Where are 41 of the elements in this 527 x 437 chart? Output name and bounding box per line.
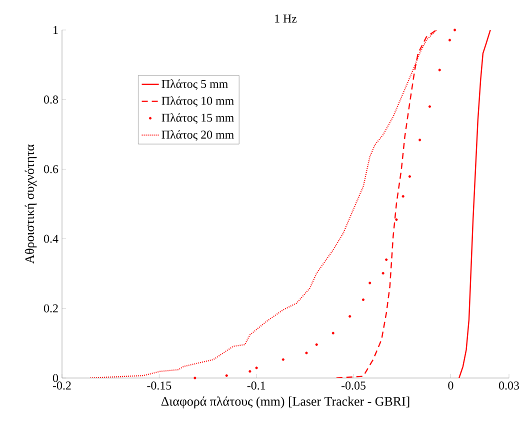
point bbox=[348, 315, 352, 318]
legend-label: Πλάτος 20 mm bbox=[162, 130, 234, 141]
point bbox=[402, 195, 404, 198]
point bbox=[453, 28, 456, 32]
point bbox=[408, 175, 411, 178]
y-axis-title: Αθροιστική συχνότητα bbox=[24, 144, 37, 264]
point bbox=[418, 138, 422, 142]
point bbox=[448, 38, 452, 42]
legend-label: Πλάτος 15 mm bbox=[162, 113, 234, 124]
x-tick-label: -0.15 bbox=[147, 382, 172, 390]
point bbox=[385, 258, 388, 261]
point bbox=[428, 105, 432, 108]
y-tick-label: 1 bbox=[54, 26, 58, 34]
y-tick-label: 0.4 bbox=[44, 234, 58, 243]
chart-title: 1 Hz bbox=[275, 14, 297, 22]
point bbox=[368, 282, 372, 284]
line-series bbox=[458, 30, 491, 378]
x-tick-label: -0.2 bbox=[52, 382, 71, 390]
y-tick-label: 0.2 bbox=[44, 304, 58, 312]
x-axis-title: Διαφορά πλάτους (mm) [Laser Tracker - GBRI] bbox=[161, 396, 410, 408]
legend-label: Πλάτος 10 mm bbox=[162, 96, 234, 107]
y-tick-label: 0 bbox=[52, 374, 58, 382]
point bbox=[315, 343, 318, 346]
x-tick-label: 0 bbox=[448, 382, 454, 390]
y-tick-label: 0.8 bbox=[44, 96, 58, 104]
x-tick-label: -0.05 bbox=[342, 382, 366, 390]
point bbox=[225, 374, 228, 377]
y-tick-label: 0.6 bbox=[44, 165, 58, 174]
x-tick-label: 0.03 bbox=[498, 382, 520, 390]
point bbox=[194, 376, 196, 380]
point bbox=[248, 370, 252, 373]
point bbox=[395, 218, 398, 221]
point bbox=[282, 358, 284, 361]
point bbox=[332, 332, 334, 334]
point bbox=[255, 366, 258, 370]
point bbox=[438, 68, 441, 72]
point bbox=[362, 298, 365, 301]
point bbox=[305, 352, 308, 354]
point bbox=[382, 272, 384, 275]
x-tick-label: -0.1 bbox=[247, 382, 266, 390]
legend-label: Πλάτος 5 mm bbox=[162, 79, 228, 90]
